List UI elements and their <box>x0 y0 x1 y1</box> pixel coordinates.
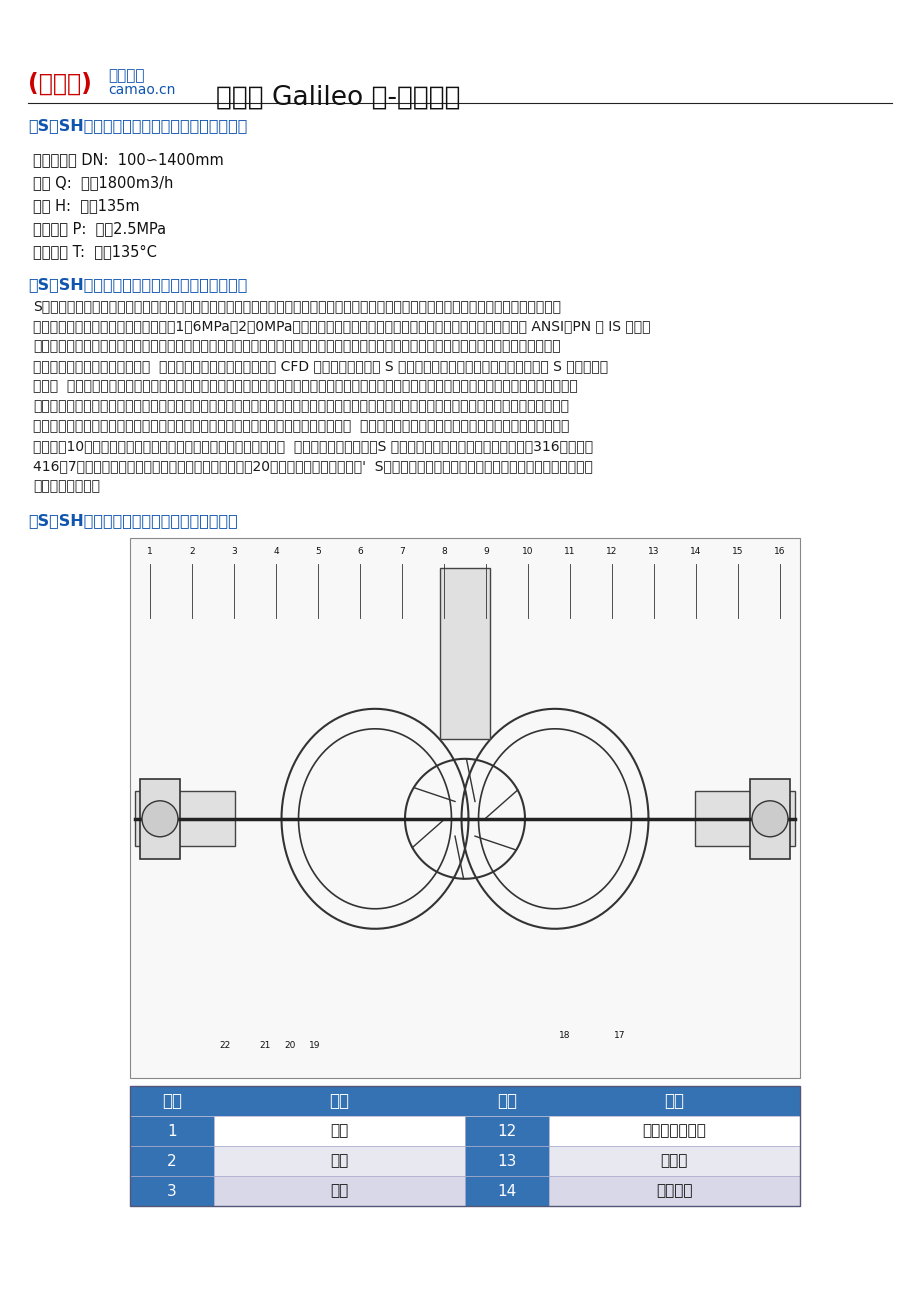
Text: 名称: 名称 <box>664 1092 684 1111</box>
Text: 8: 8 <box>440 547 447 556</box>
Text: 轴套螺母（右）: 轴套螺母（右） <box>641 1124 706 1138</box>
Text: 11: 11 <box>563 547 575 556</box>
Text: 22: 22 <box>219 1042 231 1049</box>
Text: 流量 Q:  最高1800m3/h: 流量 Q: 最高1800m3/h <box>33 174 173 190</box>
Text: 17: 17 <box>614 1031 625 1040</box>
Text: 16: 16 <box>774 547 785 556</box>
Text: camao.cn: camao.cn <box>108 83 176 98</box>
Bar <box>464 1116 548 1146</box>
Bar <box>130 1086 213 1116</box>
Bar <box>548 1146 800 1176</box>
Text: 泵盖: 泵盖 <box>330 1154 348 1168</box>
Bar <box>548 1176 800 1206</box>
Bar <box>464 1146 548 1176</box>
Bar <box>749 779 789 859</box>
Text: 稳。轴  轴径较粗，轴承间距较短，从而减小了轴的挠度，延长了机械密封和轴承的寿命。轴套可以采用多种不同的材料，以防止轴被腐蚀和磨损，: 稳。轴 轴径较粗，轴承间距较短，从而减小了轴的挠度，延长了机械密封和轴承的寿命。… <box>33 379 577 393</box>
Text: 序号: 序号 <box>162 1092 182 1111</box>
Text: 既可以使用填料也可以使用机械密封，可以在不拆卸泵盖的情况下更换密封装置。轴承  独特的轴承体设计使轴承可采用油脂或稀油润滑，轴承的: 既可以使用填料也可以使用机械密封，可以在不拆卸泵盖的情况下更换密封装置。轴承 独… <box>33 419 569 434</box>
Bar <box>548 1086 800 1116</box>
Bar <box>213 1116 464 1146</box>
Bar <box>130 1176 213 1206</box>
Bar <box>694 792 794 846</box>
Text: 3: 3 <box>167 1184 176 1199</box>
Text: 名称: 名称 <box>329 1092 349 1111</box>
Bar <box>548 1116 800 1146</box>
Text: 泵进口直径 DN:  100∽1400mm: 泵进口直径 DN: 100∽1400mm <box>33 152 223 167</box>
Circle shape <box>142 801 177 837</box>
Bar <box>130 538 800 1078</box>
Bar <box>140 779 180 859</box>
Bar <box>213 1146 464 1176</box>
Text: 18: 18 <box>559 1031 570 1040</box>
Text: 轴套可更换。磨损环泵体与叶轮间采用可更换的磨损环，防止泵体和叶轮的磨损，更换方便，维修费用低，同时保证运行间隙和较高的工作效率。: 轴套可更换。磨损环泵体与叶轮间采用可更换的磨损环，防止泵体和叶轮的磨损，更换方便… <box>33 398 568 413</box>
Text: (伽利略): (伽利略) <box>28 72 92 96</box>
Text: 9: 9 <box>482 547 488 556</box>
Bar <box>439 568 490 738</box>
Text: 而延长机封和轴承的寿命。叶轮  叶轮的水力设计采用了最先进的 CFD 技术，因此提高了 S 泵的水力效率。对叶轮进行动平衡，确保 S 泵的运行平: 而延长机封和轴承的寿命。叶轮 叶轮的水力设计采用了最先进的 CFD 技术，因此提… <box>33 359 607 372</box>
Text: 选取。泵体的进出口法兰均位于下泵体，这样可以在不拆卸系统管路的情况下取出转子，维修方便部分泵体采用双流道设计，以减少径向力，从: 选取。泵体的进出口法兰均位于下泵体，这样可以在不拆卸系统管路的情况下取出转子，维… <box>33 339 560 353</box>
Text: 12: 12 <box>606 547 617 556</box>
Text: 工作温度 T:  最高135°C: 工作温度 T: 最高135°C <box>33 243 157 259</box>
Text: 固定螺栓: 固定螺栓 <box>655 1184 692 1199</box>
Text: 畅销品牌: 畅销品牌 <box>108 68 144 83</box>
Bar <box>135 792 234 846</box>
Text: 【S、SH型中开式单级双吸离心泵】产品特点：: 【S、SH型中开式单级双吸离心泵】产品特点： <box>28 277 247 292</box>
Text: 15: 15 <box>732 547 743 556</box>
Text: 1: 1 <box>147 547 153 556</box>
Text: 泵轴: 泵轴 <box>330 1184 348 1199</box>
Text: 7: 7 <box>399 547 404 556</box>
Bar <box>130 1116 213 1146</box>
Bar <box>213 1086 464 1116</box>
Text: 6: 6 <box>357 547 362 556</box>
Text: 13: 13 <box>648 547 659 556</box>
Text: S型中开泵与其它同类型的泵相比较具有寿命长、效率高、结构合理，运行成本低、安装及维修方便等特点，是消防、空调、化工、水处理及其: S型中开泵与其它同类型的泵相比较具有寿命长、效率高、结构合理，运行成本低、安装及… <box>33 299 561 312</box>
Text: 设计寿命10万小时以上，也可使用双列推力轴承和封闭轴承。材料  根据用户的实际需要，S 型中开泵的材料可为铜、铸铁、球铁、316不锈钢、: 设计寿命10万小时以上，也可使用双列推力轴承和封闭轴承。材料 根据用户的实际需要… <box>33 439 593 453</box>
Text: 3: 3 <box>231 547 236 556</box>
Bar <box>130 1086 800 1206</box>
Text: 10: 10 <box>522 547 533 556</box>
Text: 14: 14 <box>496 1184 516 1199</box>
Text: 它行业的理想用泵。泵体的设计压力为1．6MPa和2．0MPa。为满足世界范围用户的不同要求，相应的泵体进出口法兰可按 ANSI、PN 及 IS 等标准: 它行业的理想用泵。泵体的设计压力为1．6MPa和2．0MPa。为满足世界范围用户… <box>33 319 650 333</box>
Text: 扬程 H:  最高135m: 扬程 H: 最高135m <box>33 198 140 214</box>
Bar <box>213 1176 464 1206</box>
Text: 4: 4 <box>273 547 278 556</box>
Text: 5: 5 <box>315 547 321 556</box>
Text: 2: 2 <box>167 1154 176 1168</box>
Text: 序号: 序号 <box>496 1092 516 1111</box>
Text: 【S、SH型中开式单级双吸离心泵】性能范围：: 【S、SH型中开式单级双吸离心泵】性能范围： <box>28 118 247 133</box>
Text: 以减少占地面积。: 以减少占地面积。 <box>33 479 100 493</box>
Text: 轴承体: 轴承体 <box>660 1154 687 1168</box>
Text: 13: 13 <box>496 1154 516 1168</box>
Text: 伽利略 Galileo 泵-欧洲品质: 伽利略 Galileo 泵-欧洲品质 <box>216 85 460 111</box>
Text: 工作压力 P:  最高2.5MPa: 工作压力 P: 最高2.5MPa <box>33 221 166 236</box>
Bar <box>464 1176 548 1206</box>
Circle shape <box>751 801 788 837</box>
Bar <box>464 1086 548 1116</box>
Text: 19: 19 <box>309 1042 321 1049</box>
Text: 【S、SH型中开式单级双吸离心泵】结构图：: 【S、SH型中开式单级双吸离心泵】结构图： <box>28 513 237 529</box>
Text: 14: 14 <box>689 547 701 556</box>
Text: 1: 1 <box>167 1124 176 1138</box>
Text: 21: 21 <box>259 1042 270 1049</box>
Text: 2: 2 <box>189 547 195 556</box>
Text: 12: 12 <box>496 1124 516 1138</box>
Text: 416；7铸钢、双向钢、哈氏合金、蒙耐合金，钛合金及20号合金等材料。安装方式'  S型泵有两种安装方式一水平安装和立式安装，立式安装可: 416；7铸钢、双向钢、哈氏合金、蒙耐合金，钛合金及20号合金等材料。安装方式'… <box>33 460 592 473</box>
Bar <box>130 1146 213 1176</box>
Text: 泵体: 泵体 <box>330 1124 348 1138</box>
Text: 20: 20 <box>284 1042 295 1049</box>
